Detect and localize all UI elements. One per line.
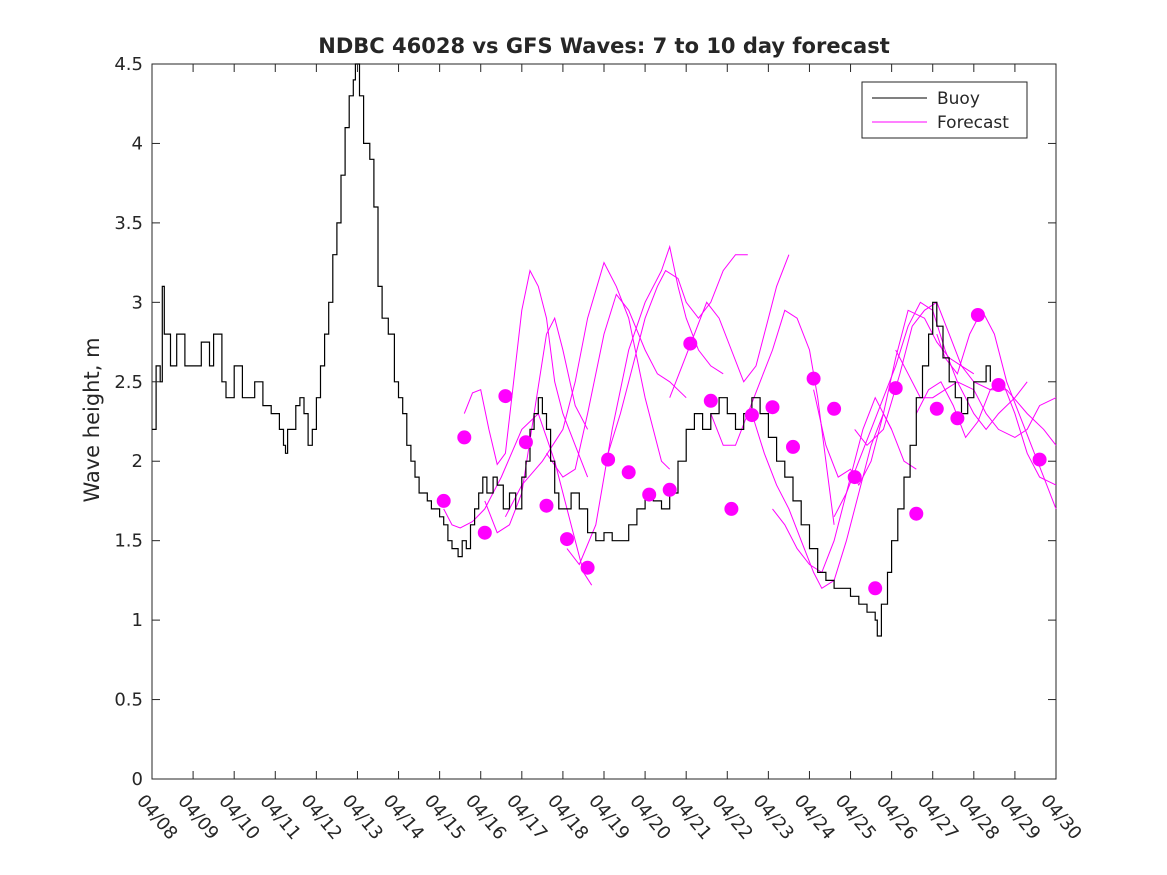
forecast-line	[484, 316, 589, 534]
forecast-marker	[868, 581, 883, 596]
forecast-line	[772, 396, 917, 574]
forecast-marker	[847, 470, 862, 485]
y-axis-label: Wave height, m	[80, 337, 104, 502]
forecast-line	[443, 412, 593, 586]
forecast-marker	[950, 411, 965, 426]
x-tick-label: 04/16	[461, 791, 510, 844]
y-axis: 0 0.5 1 1.5 2 2.5 3 3.5 4 4.5	[114, 54, 1056, 790]
x-tick-label: 04/29	[995, 791, 1044, 844]
legend-box	[861, 81, 1028, 139]
forecast-marker	[744, 408, 759, 423]
forecast-line	[463, 269, 589, 478]
plot-area	[151, 63, 1057, 780]
y-tick-label: 2	[132, 451, 143, 472]
forecast-marker	[580, 560, 595, 575]
forecast-marker	[765, 400, 780, 415]
x-tick-label: 04/26	[872, 791, 921, 844]
x-tick-label: 04/24	[790, 791, 839, 844]
forecast-marker	[601, 452, 616, 467]
forecast-marker	[477, 525, 492, 540]
forecast-marker	[457, 430, 472, 445]
legend-buoy-label: Buoy	[937, 89, 980, 109]
forecast-marker	[703, 393, 718, 408]
y-tick-label: 3	[132, 292, 143, 313]
forecast-line	[504, 261, 671, 518]
forecast-marker	[991, 378, 1006, 392]
x-tick-label: 04/27	[913, 791, 962, 844]
buoy-line	[152, 63, 991, 637]
forecast-marker	[786, 439, 800, 454]
forecast-marker	[518, 435, 533, 450]
x-tick-label: 04/13	[338, 791, 387, 844]
y-tick-label: 0.5	[114, 690, 143, 711]
y-tick-label: 4	[132, 133, 143, 154]
forecast-marker	[642, 487, 657, 502]
forecast-marker	[498, 389, 513, 404]
x-tick-label: 04/15	[420, 791, 469, 844]
y-tick-label: 1	[132, 610, 143, 631]
forecast-marker	[662, 482, 677, 497]
forecast-marker	[909, 506, 924, 521]
forecast-marker	[539, 498, 554, 513]
forecast-marker	[929, 401, 944, 416]
forecast-marker	[683, 336, 698, 351]
y-tick-label: 1.5	[114, 531, 143, 552]
x-tick-label: 04/10	[214, 791, 263, 844]
forecast-marker	[560, 532, 574, 547]
legend: Buoy Forecast	[861, 81, 1028, 139]
forecast-lines-group	[443, 244, 1057, 590]
forecast-line	[915, 381, 1057, 486]
forecast-line	[854, 301, 1057, 447]
x-tick-label: 04/11	[255, 791, 304, 844]
forecast-marker	[888, 381, 903, 396]
x-tick-label: 04/08	[132, 791, 181, 844]
x-tick-label: 04/22	[707, 791, 756, 844]
x-tick-label: 04/25	[831, 791, 880, 844]
legend-forecast-label: Forecast	[937, 113, 1009, 133]
x-tick-label: 04/28	[954, 791, 1003, 844]
x-tick-label: 04/17	[502, 791, 551, 844]
x-tick-label: 04/09	[173, 791, 222, 844]
y-tick-label: 4.5	[114, 54, 143, 75]
x-tick-label: 04/30	[1036, 791, 1085, 844]
forecast-line	[710, 309, 835, 525]
x-tick-label: 04/12	[297, 791, 346, 844]
x-tick-label: 04/19	[584, 791, 633, 844]
forecast-markers-group	[436, 308, 1047, 596]
forecast-marker	[1032, 452, 1047, 467]
buoy-line-group	[152, 63, 991, 637]
y-tick-label: 3.5	[114, 213, 143, 234]
y-tick-label: 0	[132, 769, 143, 790]
forecast-line	[566, 244, 724, 566]
forecast-line	[607, 254, 748, 454]
forecast-line	[751, 412, 893, 590]
forecast-marker	[806, 371, 821, 386]
x-tick-label: 04/23	[749, 791, 798, 844]
forecast-marker	[970, 308, 985, 322]
forecast-marker	[621, 465, 636, 480]
forecast-line	[546, 293, 687, 478]
chart-title: NDBC 46028 vs GFS Waves: 7 to 10 day for…	[318, 34, 889, 58]
x-tick-label: 04/14	[379, 791, 428, 844]
x-tick-label: 04/21	[666, 791, 715, 844]
forecast-marker	[436, 493, 451, 508]
y-tick-label: 2.5	[114, 372, 143, 393]
forecast-marker	[827, 401, 842, 416]
x-tick-label: 04/18	[543, 791, 592, 844]
forecast-marker	[724, 501, 739, 516]
x-tick-label: 04/20	[625, 791, 674, 844]
